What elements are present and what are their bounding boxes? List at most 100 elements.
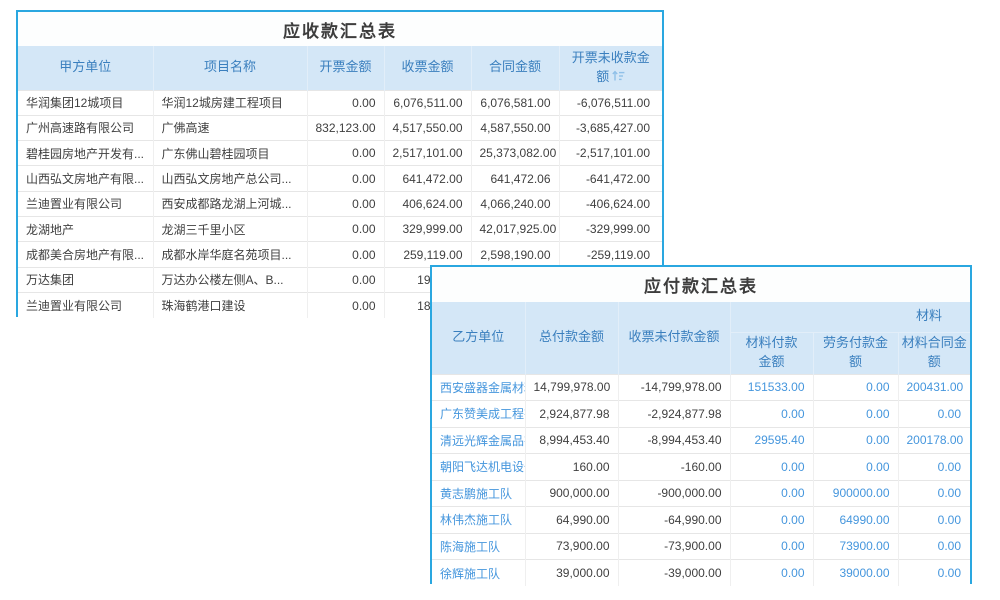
- table-cell: 14,799,978.00: [524, 373, 618, 401]
- column-header-invoiced-unreceived-amount[interactable]: 开票未收款金 额: [558, 46, 662, 90]
- table-cell: 0.00: [306, 165, 384, 192]
- table-cell: 0.00: [812, 373, 898, 401]
- table-cell: 0.00: [897, 400, 970, 427]
- table-row: 朝阳飞达机电设备有160.00-160.000.000.000.00: [432, 453, 970, 480]
- column-header-material-contract: 材料合同金 额: [897, 332, 970, 374]
- table-cell: -641,472.00: [558, 165, 662, 192]
- table-cell: 73900.00: [812, 532, 898, 560]
- table-cell: 6,076,581.00: [470, 89, 559, 116]
- table-cell: 成都水岸华庭名苑项目...: [152, 241, 307, 268]
- table-row: 徐辉施工队 39,000.00 -39,000.00 0.00 39000.00 0.00: [432, 559, 970, 586]
- table-cell: 160.00: [524, 453, 618, 480]
- table-row: 西安盛器金属材料有14,799,978.00-14,799,978.001515…: [432, 373, 970, 401]
- table-cell: 0.00: [729, 532, 813, 560]
- table-cell: 329,999.00: [383, 216, 471, 242]
- table-cell: 39000.00: [812, 559, 898, 586]
- table-cell: 广东佛山碧桂园项目: [152, 140, 307, 166]
- table-cell: 兰迪置业有限公司: [18, 292, 153, 318]
- table-row: 林伟杰施工队 64,990.00 -64,990.00 0.00 64990.00 0.0…: [432, 506, 970, 533]
- table-cell-link[interactable]: 林伟杰施工队: [432, 506, 525, 533]
- header-row-subcolumns: 材料付款 金额 劳务付款金 额 材料合同金 额: [432, 332, 970, 374]
- table-row: 兰迪置业有限公司 西安成都路龙湖上河城... 0.00 406,624.00 4,066…: [18, 190, 662, 217]
- table-cell: 641,472.06: [470, 165, 559, 192]
- table-row: 碧桂园房地产开发有... 广东佛山碧桂园项目 0.00 2,517,101.00 25,…: [18, 140, 662, 166]
- column-header-invoiced-amount: 开票金额: [306, 46, 384, 90]
- column-header-receipt-amount: 收票金额: [383, 46, 471, 90]
- table-cell: 200178.00: [897, 426, 970, 454]
- table-cell: 山西弘文房地产有限...: [18, 165, 153, 192]
- table-cell: -2,517,101.00: [558, 140, 662, 166]
- table-cell: 0.00: [897, 532, 970, 560]
- table-cell-link[interactable]: 西安盛器金属材料有: [432, 373, 525, 401]
- table-cell: 成都美合房地产有限...: [18, 241, 153, 268]
- table-cell: 碧桂园房地产开发有...: [18, 140, 153, 166]
- table-cell: 4,587,550.00: [470, 114, 559, 141]
- table-cell: 0.00: [729, 479, 813, 507]
- table-cell: 2,517,101.00: [383, 140, 471, 166]
- receivables-title: 应收款汇总表: [18, 12, 662, 46]
- receivables-header: 甲方单位 项目名称 开票金额 收票金额 合同金额 开票未收款金 额: [18, 46, 662, 90]
- table-cell: 4,517,550.00: [383, 114, 471, 141]
- table-cell-link[interactable]: 广东赞美成工程有限: [432, 400, 525, 427]
- table-row: 陈海施工队 73,900.00 -73,900.00 0.00 73900.00 0.00: [432, 532, 970, 560]
- table-cell: 0.00: [729, 506, 813, 533]
- table-cell: 龙湖三千里小区: [152, 216, 307, 242]
- table-cell: 151533.00: [729, 373, 813, 401]
- table-cell: -406,624.00: [558, 190, 662, 217]
- table-cell: 万达集团: [18, 266, 153, 293]
- table-cell: -8,994,453.40: [617, 426, 730, 454]
- table-cell: 406,624.00: [383, 190, 471, 217]
- table-cell: 900,000.00: [524, 479, 618, 507]
- sort-ascending-icon[interactable]: [612, 70, 625, 82]
- table-cell: 0.00: [306, 241, 384, 268]
- table-cell: 兰迪置业有限公司: [18, 190, 153, 217]
- table-cell-link[interactable]: 黄志鹏施工队: [432, 479, 525, 507]
- table-cell: 0.00: [306, 190, 384, 217]
- column-group-header-material: 材料: [729, 302, 970, 333]
- column-header-total-payment: 总付款金额: [524, 302, 618, 374]
- table-cell: 29595.40: [729, 426, 813, 454]
- table-cell-link[interactable]: 陈海施工队: [432, 532, 525, 560]
- table-cell: 万达办公楼左侧A、B...: [152, 266, 307, 293]
- table-cell: 2,598,190.00: [470, 241, 559, 268]
- table-row: 龙湖地产 龙湖三千里小区 0.00 329,999.00 42,017,925.00 -3…: [18, 216, 662, 242]
- column-header-label: 开票未收款金 额: [571, 49, 650, 84]
- table-cell: 259,119.00: [383, 241, 471, 268]
- column-header-material-payment: 材料付款 金额: [729, 332, 813, 374]
- table-cell-link[interactable]: 清远光辉金属品有限: [432, 426, 525, 454]
- table-cell: 64,990.00: [524, 506, 618, 533]
- table-cell: -259,119.00: [558, 241, 662, 268]
- table-cell: 山西弘文房地产总公司...: [152, 165, 307, 192]
- table-cell: 0.00: [729, 559, 813, 586]
- table-cell: 64990.00: [812, 506, 898, 533]
- table-cell: 0.00: [812, 453, 898, 480]
- column-header-party-a: 甲方单位: [18, 46, 153, 90]
- table-row: 华润集团12城项目 华润12城房建工程项目 0.00 6,076,511.00 6,07…: [18, 89, 662, 116]
- payables-body: 西安盛器金属材料有14,799,978.00-14,799,978.001515…: [432, 373, 970, 586]
- table-cell: 0.00: [306, 292, 384, 318]
- table-cell: -14,799,978.00: [617, 373, 730, 401]
- table-cell: 龙湖地产: [18, 216, 153, 242]
- table-cell-link[interactable]: 朝阳飞达机电设备有: [432, 453, 525, 480]
- table-cell: 华润12城房建工程项目: [152, 89, 307, 116]
- table-cell: 6,076,511.00: [383, 89, 471, 116]
- table-cell: 25,373,082.00: [470, 140, 559, 166]
- table-cell: -39,000.00: [617, 559, 730, 586]
- table-cell: 73,900.00: [524, 532, 618, 560]
- table-cell: 832,123.00: [306, 114, 384, 141]
- table-cell: -2,924,877.98: [617, 400, 730, 427]
- table-cell: -3,685,427.00: [558, 114, 662, 141]
- table-cell: 西安成都路龙湖上河城...: [152, 190, 307, 217]
- column-header-labor-payment: 劳务付款金 额: [812, 332, 898, 374]
- table-cell: 0.00: [306, 216, 384, 242]
- payables-panel: 应付款汇总表 乙方单位 总付款金额 收票未付款金额 材料 材料付款 金额 劳务付…: [430, 265, 972, 586]
- table-row: 广州高速路有限公司 广佛高速 832,123.00 4,517,550.00 4,587…: [18, 114, 662, 141]
- table-cell: 8,994,453.40: [524, 426, 618, 454]
- table-row: 清远光辉金属品有限8,994,453.40-8,994,453.4029595.…: [432, 426, 970, 454]
- table-cell: 2,924,877.98: [524, 400, 618, 427]
- table-cell: 42,017,925.00: [470, 216, 559, 242]
- table-cell: 0.00: [306, 140, 384, 166]
- table-cell-link[interactable]: 徐辉施工队: [432, 559, 525, 586]
- table-cell: 0.00: [897, 453, 970, 480]
